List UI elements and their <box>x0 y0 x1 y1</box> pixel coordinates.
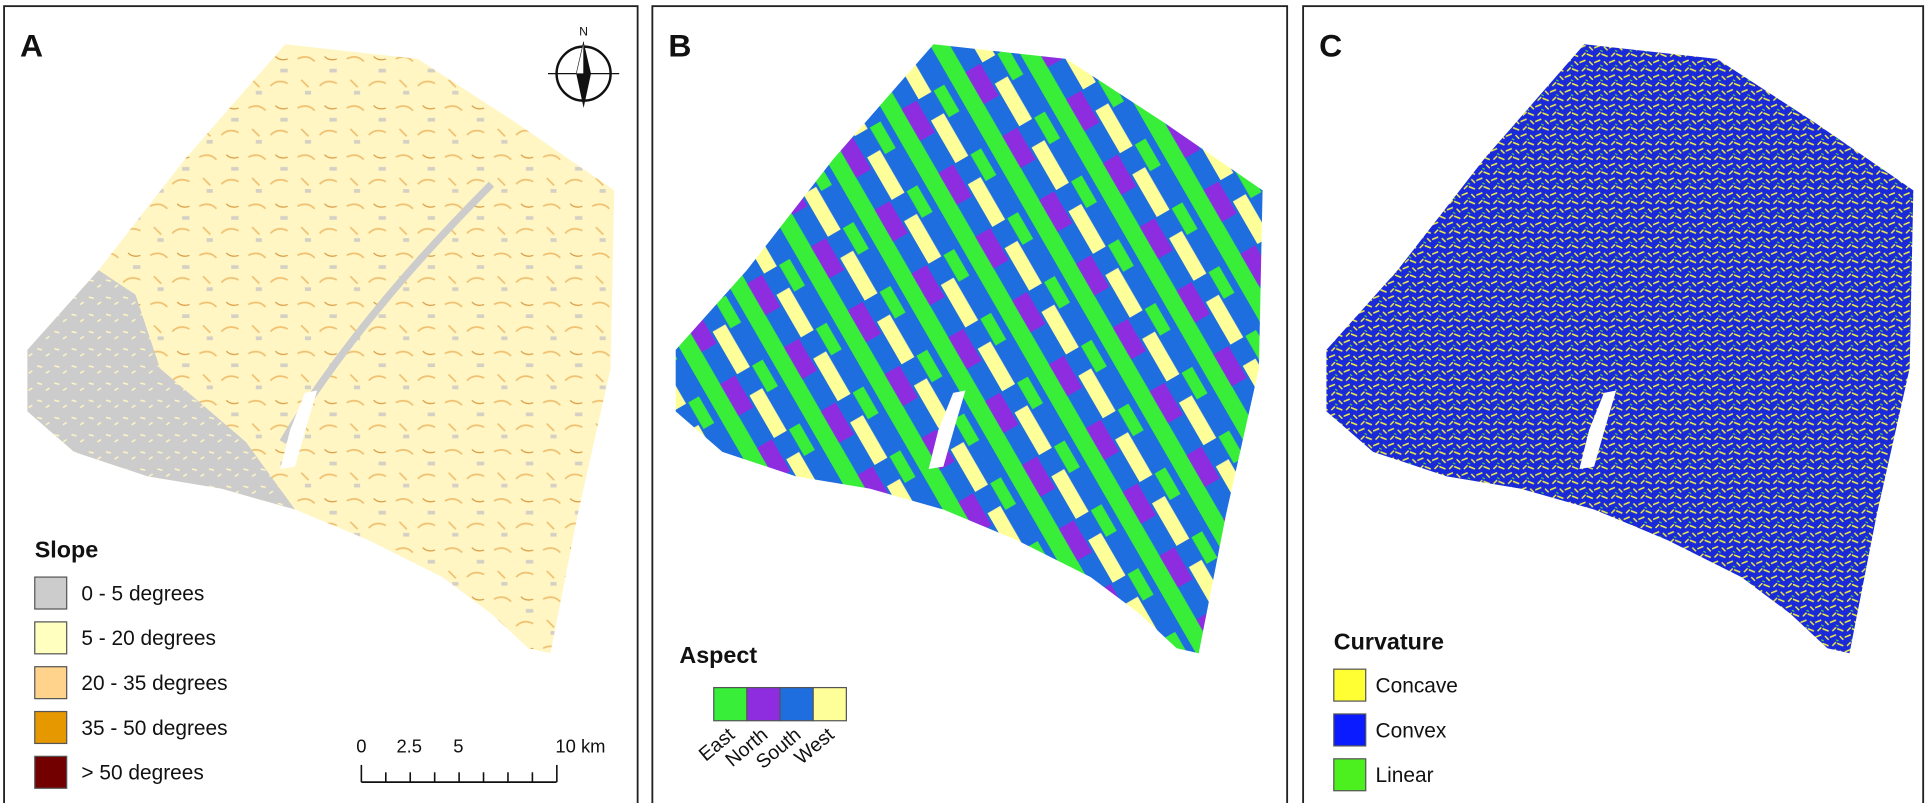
panel-letter: C <box>1319 27 1342 63</box>
legend-label: > 50 degrees <box>81 762 203 785</box>
legend-swatch <box>747 688 780 721</box>
legend-swatch <box>35 667 67 699</box>
legend-label: Convex <box>1376 719 1447 742</box>
legend-swatch <box>780 688 813 721</box>
map-region <box>676 44 1263 653</box>
legend-swatch <box>714 688 747 721</box>
panel: C Curvature Concave Convex Linear <box>1303 6 1923 803</box>
legend-swatch <box>35 712 67 744</box>
scale-bar: 0 2.5 5 10 km <box>356 736 605 782</box>
figure: A Slope 0 - 5 degrees 5 - 20 degrees 20 - 35… <box>0 0 1926 803</box>
panel-letter: B <box>668 27 691 63</box>
panel: A Slope 0 - 5 degrees 5 - 20 degrees 20 - 35… <box>4 6 638 803</box>
legend-swatch <box>1334 759 1366 791</box>
legend-label: 20 - 35 degrees <box>81 672 227 695</box>
legend-swatch <box>813 688 846 721</box>
legend-swatch <box>35 577 67 609</box>
legend-label: Concave <box>1376 674 1458 697</box>
scale-label: 10 km <box>555 736 605 757</box>
legend-title: Aspect <box>679 642 757 668</box>
legend-title: Curvature <box>1334 629 1444 655</box>
legend-swatch <box>1334 669 1366 701</box>
legend-swatch <box>35 622 67 654</box>
scale-label: 5 <box>453 736 463 757</box>
north-arrow: N <box>548 25 619 108</box>
legend-label: 0 - 5 degrees <box>81 582 204 605</box>
north-label: N <box>579 25 588 39</box>
panel-letter: A <box>20 27 43 63</box>
scale-label: 0 <box>356 736 366 757</box>
legend-swatch <box>35 756 67 788</box>
map-region <box>1326 44 1913 653</box>
legend-title: Slope <box>35 536 99 562</box>
legend-swatch <box>1334 714 1366 746</box>
panels: A Slope 0 - 5 degrees 5 - 20 degrees 20 - 35… <box>4 6 1923 803</box>
legend-label: 5 - 20 degrees <box>81 627 216 650</box>
legend-label: 35 - 50 degrees <box>81 717 227 740</box>
legend-label: West <box>790 723 839 769</box>
scale-label: 2.5 <box>396 736 422 757</box>
legend-label: Linear <box>1376 764 1434 787</box>
